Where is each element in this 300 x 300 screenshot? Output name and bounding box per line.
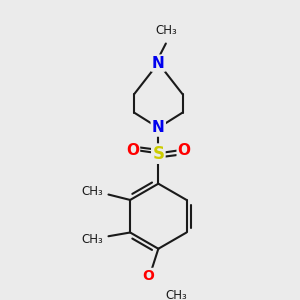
Text: S: S — [152, 145, 164, 163]
Text: O: O — [126, 143, 139, 158]
Text: CH₃: CH₃ — [166, 289, 188, 300]
Text: N: N — [152, 120, 165, 135]
Text: CH₃: CH₃ — [81, 233, 103, 246]
Text: N: N — [152, 120, 165, 135]
Text: CH₃: CH₃ — [81, 185, 103, 198]
Text: CH₃: CH₃ — [155, 24, 177, 37]
Text: O: O — [142, 269, 154, 283]
Text: O: O — [178, 143, 191, 158]
Text: N: N — [152, 56, 165, 70]
